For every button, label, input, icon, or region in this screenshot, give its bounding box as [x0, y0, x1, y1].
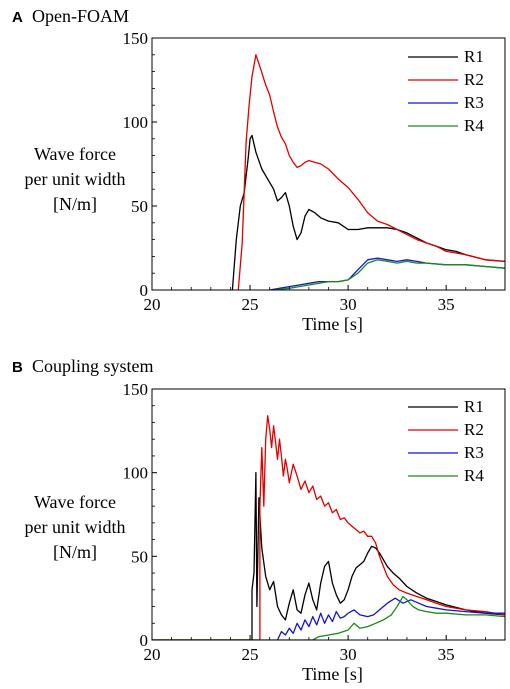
panel-letter: B — [12, 359, 23, 376]
series-line-r2 — [237, 54, 505, 290]
x-axis-label: Time [s] — [302, 664, 363, 684]
series-line-r3 — [276, 597, 505, 640]
legend-label-r3: R3 — [464, 93, 484, 112]
plot-area — [231, 54, 505, 290]
legend-label-r2: R2 — [464, 70, 484, 89]
y-tick-label: 150 — [123, 29, 149, 48]
panel-a: A Open-FOAM Wave force per unit width [N/m] 2… — [12, 6, 506, 334]
plot-area — [152, 415, 505, 640]
series-line-r4 — [273, 259, 505, 290]
x-tick-label: 30 — [340, 295, 357, 314]
y-tick-label: 100 — [123, 113, 149, 132]
y-tick-label: 50 — [131, 547, 148, 566]
legend-label-r1: R1 — [464, 47, 484, 66]
y-axis-label-line-2: per unit width — [25, 169, 126, 189]
y-axis-label-line-1: Wave force — [34, 144, 116, 164]
legend-label-r1: R1 — [464, 397, 484, 416]
series-line-r1 — [231, 134, 505, 290]
x-tick-label: 25 — [242, 645, 259, 664]
y-axis-label-line-3: [N/m] — [53, 542, 97, 562]
series-line-r4 — [152, 595, 505, 640]
y-axis-label-line-3: [N/m] — [53, 194, 97, 214]
panel-title: Coupling system — [32, 356, 154, 376]
x-tick-label: 25 — [242, 295, 259, 314]
x-axis-label: Time [s] — [302, 314, 363, 334]
y-axis-label-line-2: per unit width — [25, 517, 126, 537]
y-tick-label: 150 — [123, 380, 149, 399]
plot-frame — [151, 388, 506, 641]
y-tick-label: 50 — [131, 197, 148, 216]
series-line-r1 — [152, 472, 505, 640]
y-tick-label: 0 — [140, 281, 149, 300]
x-tick-label: 20 — [144, 295, 161, 314]
y-tick-label: 100 — [123, 464, 149, 483]
x-tick-label: 35 — [438, 645, 455, 664]
x-tick-label: 20 — [144, 645, 161, 664]
panel-title: Open-FOAM — [32, 6, 129, 26]
legend: R1 R2 R3 R4 — [408, 47, 484, 135]
panel-letter: A — [12, 9, 23, 26]
x-tick-label: 30 — [340, 645, 357, 664]
legend: R1 R2 R3 R4 — [408, 397, 484, 485]
legend-label-r4: R4 — [464, 466, 484, 485]
legend-label-r3: R3 — [464, 443, 484, 462]
panel-b: B Coupling system Wave force per unit width… — [12, 356, 506, 684]
y-axis-label-line-1: Wave force — [34, 492, 116, 512]
series-line-r2 — [152, 415, 505, 640]
legend-label-r4: R4 — [464, 116, 484, 135]
y-tick-label: 0 — [140, 631, 149, 650]
legend-label-r2: R2 — [464, 420, 484, 439]
x-tick-label: 35 — [438, 295, 455, 314]
